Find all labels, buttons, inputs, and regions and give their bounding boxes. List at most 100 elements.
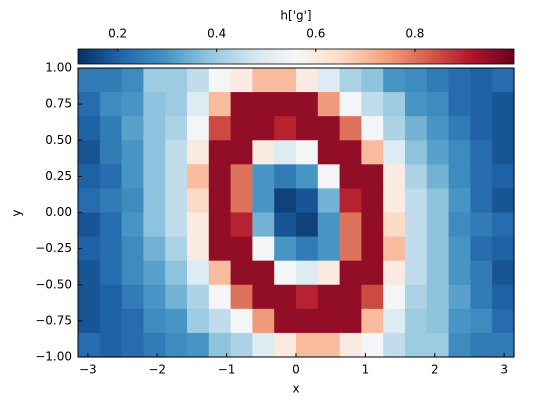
heat-cell: [470, 92, 493, 117]
heat-cell: [492, 284, 515, 310]
heat-cell: [165, 212, 188, 238]
heat-cell: [405, 212, 428, 238]
heat-cell: [383, 308, 406, 334]
heat-cell: [252, 116, 275, 141]
heat-cell: [78, 308, 101, 334]
heat-cell: [470, 212, 493, 238]
heat-cell: [252, 284, 275, 310]
heat-cell: [383, 284, 406, 310]
heat-cell: [470, 188, 493, 214]
x-tick-label: −3: [79, 363, 97, 377]
heat-cell: [426, 212, 450, 238]
x-tick-label: −1: [218, 363, 236, 377]
heat-cell: [317, 188, 341, 214]
heat-cell: [78, 164, 101, 190]
heat-cell: [208, 116, 232, 141]
heat-cell: [274, 308, 297, 334]
heat-cell: [99, 260, 123, 286]
heat-cell: [383, 68, 406, 93]
heat-cell: [143, 332, 166, 358]
heat-cell: [143, 308, 166, 334]
heat-cell: [274, 236, 297, 262]
heat-cell: [383, 116, 406, 141]
heat-cell: [230, 308, 253, 334]
heat-cell: [187, 164, 210, 190]
heat-cell: [274, 92, 297, 117]
heat-cell: [448, 236, 471, 262]
x-tick-label: 3: [500, 363, 508, 377]
colorbar-label: h['g']: [280, 9, 311, 23]
heat-cell: [361, 68, 384, 93]
heat-cell: [383, 236, 406, 262]
y-axis-label: y: [10, 209, 24, 216]
heat-cell: [405, 332, 428, 358]
heat-cell: [143, 140, 166, 165]
heat-cell: [492, 164, 515, 190]
heat-cell: [187, 92, 210, 117]
heat-cell: [426, 188, 450, 214]
heat-cell: [274, 164, 297, 190]
heat-cell: [165, 116, 188, 141]
heat-cell: [165, 308, 188, 334]
heat-cell: [99, 140, 123, 165]
heat-cell: [187, 140, 210, 165]
colorbar-tick-label: 0.6: [306, 27, 325, 41]
heat-cell: [448, 164, 471, 190]
heat-cell: [274, 332, 297, 358]
heat-cell: [121, 164, 144, 190]
heat-cell: [165, 260, 188, 286]
heat-cell: [492, 92, 515, 117]
heat-cell: [426, 260, 450, 286]
heat-cell: [230, 116, 253, 141]
x-tick-label: 0: [292, 363, 300, 377]
heat-cell: [426, 164, 450, 190]
heat-cell: [230, 212, 253, 238]
heat-cell: [296, 260, 319, 286]
heat-cell: [361, 332, 384, 358]
heat-cell: [99, 68, 123, 93]
heat-cell: [448, 260, 471, 286]
heat-cell: [317, 140, 341, 165]
heat-cell: [426, 92, 450, 117]
heat-cell: [121, 116, 144, 141]
heat-cell: [208, 212, 232, 238]
heat-cell: [339, 116, 362, 141]
heat-cell: [339, 92, 362, 117]
heat-cell: [470, 332, 493, 358]
heat-cell: [448, 332, 471, 358]
heat-cell: [470, 164, 493, 190]
heat-cell: [208, 236, 232, 262]
heat-cell: [470, 116, 493, 141]
heat-cell: [252, 260, 275, 286]
heat-cell: [339, 212, 362, 238]
heat-cell: [143, 188, 166, 214]
heat-cell: [492, 188, 515, 214]
heat-cell: [296, 164, 319, 190]
y-tick-label: −1.00: [35, 350, 72, 364]
heat-cell: [78, 68, 101, 93]
heat-cell: [470, 284, 493, 310]
heat-cell: [252, 308, 275, 334]
heat-cell: [121, 260, 144, 286]
heat-cell: [317, 308, 341, 334]
heat-cell: [78, 212, 101, 238]
heat-cell: [492, 308, 515, 334]
heat-cell: [448, 140, 471, 165]
heat-cell: [230, 236, 253, 262]
heat-cell: [405, 164, 428, 190]
heat-cell: [339, 140, 362, 165]
heat-cell: [99, 116, 123, 141]
heat-cell: [470, 68, 493, 93]
heat-cell: [405, 284, 428, 310]
heat-cell: [317, 332, 341, 358]
heat-cell: [252, 68, 275, 93]
heat-cell: [121, 68, 144, 93]
heat-cell: [274, 284, 297, 310]
y-tick-label: −0.25: [35, 241, 72, 255]
heat-cell: [78, 236, 101, 262]
heat-cell: [121, 236, 144, 262]
heat-cell: [383, 92, 406, 117]
heat-cell: [339, 260, 362, 286]
heat-cell: [296, 68, 319, 93]
heat-cell: [426, 332, 450, 358]
